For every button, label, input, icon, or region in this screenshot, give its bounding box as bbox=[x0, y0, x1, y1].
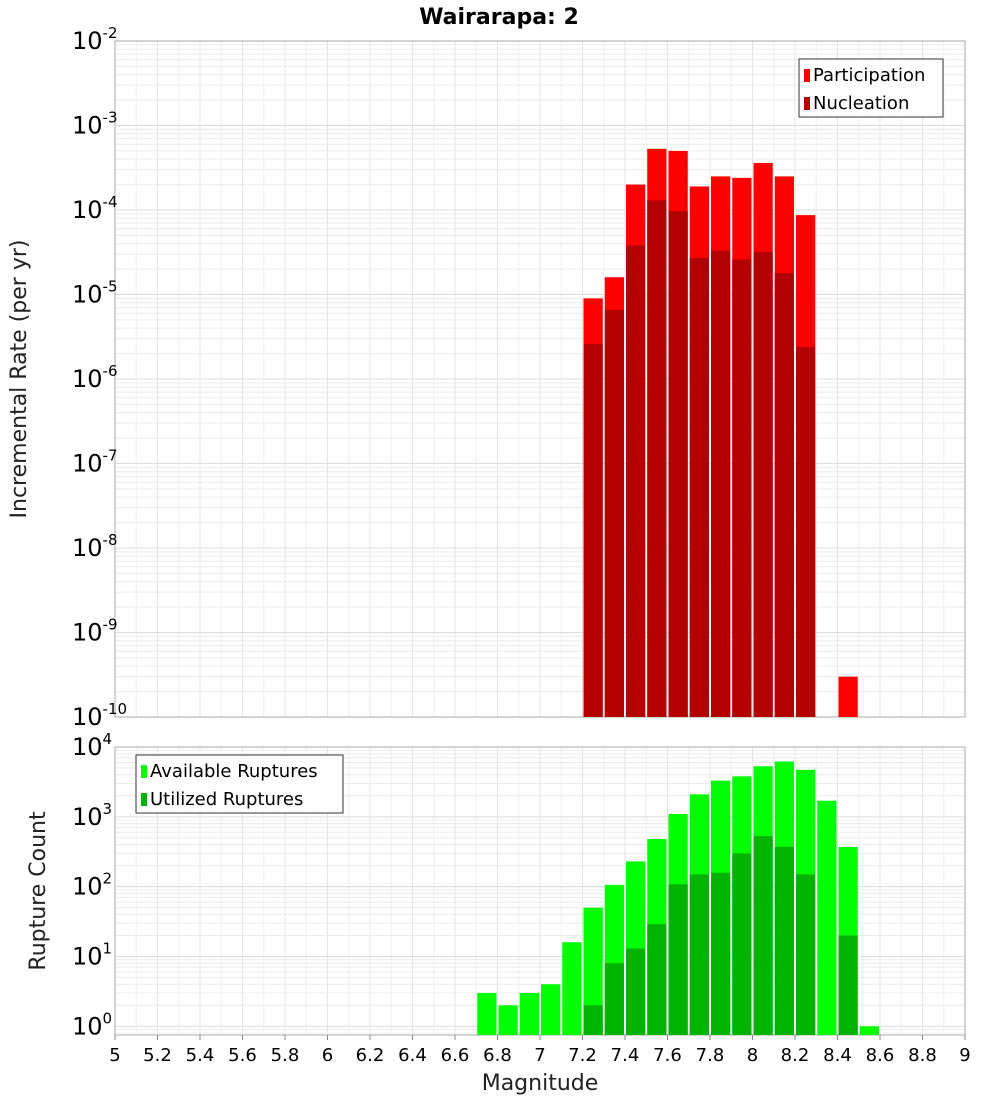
utilized-ruptures-bar bbox=[796, 874, 816, 1035]
bottom-y-tick-label-1: 101 bbox=[72, 939, 112, 970]
chart-title: Wairarapa: 2 bbox=[419, 5, 579, 30]
top-y-tick-label-8: 10-2 bbox=[72, 24, 118, 55]
nucleation-bar bbox=[647, 200, 667, 718]
nucleation-bar bbox=[711, 250, 731, 717]
nucleation-bar bbox=[774, 272, 794, 717]
nucleation-bar bbox=[689, 258, 709, 717]
nucleation-bar bbox=[626, 245, 646, 717]
top-y-axis-ticks: 10-10 10-9 10-8 10-7 10-6 10-5 10-4 10-3 10-2 bbox=[72, 24, 127, 731]
utilized-ruptures-bar bbox=[626, 948, 646, 1035]
nucleation-bar bbox=[604, 309, 624, 717]
top-legend-label: Participation bbox=[813, 65, 925, 86]
x-tick-label: 5.4 bbox=[186, 1045, 215, 1066]
x-axis-label: Magnitude bbox=[482, 1071, 599, 1096]
participation-bar bbox=[838, 676, 858, 717]
x-tick-label: 6.4 bbox=[398, 1045, 427, 1066]
nucleation-bar bbox=[753, 251, 773, 717]
available-ruptures-bar bbox=[498, 1005, 518, 1035]
nucleation-bar bbox=[583, 343, 603, 717]
x-tick-label: 6 bbox=[322, 1045, 333, 1066]
bottom-plot-bars bbox=[477, 761, 879, 1035]
available-ruptures-bar bbox=[817, 800, 837, 1035]
bottom-legend-label: Available Ruptures bbox=[150, 761, 318, 782]
top-y-tick-label-1: 10-9 bbox=[72, 616, 118, 647]
utilized-ruptures-bar bbox=[732, 853, 752, 1035]
top-legend: Participation Nucleation bbox=[798, 58, 944, 118]
top-plot-bars bbox=[583, 148, 858, 718]
top-y-axis-label: Incremental Rate (per yr) bbox=[7, 240, 32, 519]
top-legend-box bbox=[798, 58, 944, 118]
top-plot-frame bbox=[114, 40, 966, 718]
bottom-y-tick-label-4: 104 bbox=[72, 730, 112, 761]
bottom-legend-swatch bbox=[141, 793, 147, 806]
bottom-y-tick-label-2: 102 bbox=[72, 870, 112, 901]
utilized-ruptures-bar bbox=[583, 1005, 603, 1035]
top-y-tick-label-7: 10-3 bbox=[72, 109, 118, 140]
x-tick-label: 7.2 bbox=[568, 1045, 597, 1066]
x-tick-label: 5 bbox=[109, 1045, 120, 1066]
available-ruptures-bar bbox=[583, 907, 603, 1035]
bottom-y-tick-label-0: 100 bbox=[72, 1009, 112, 1040]
utilized-ruptures-bar bbox=[838, 935, 858, 1035]
nucleation-bar bbox=[668, 211, 688, 717]
top-y-tick-label-4: 10-6 bbox=[72, 362, 118, 393]
x-tick-label: 8.6 bbox=[866, 1045, 895, 1066]
utilized-ruptures-bar bbox=[774, 846, 794, 1035]
x-tick-label: 7.6 bbox=[653, 1045, 682, 1066]
available-ruptures-bar bbox=[477, 992, 497, 1035]
available-ruptures-bar bbox=[541, 984, 561, 1035]
x-tick-label: 6.6 bbox=[441, 1045, 470, 1066]
bottom-y-axis-label: Rupture Count bbox=[26, 811, 51, 971]
top-y-tick-label-6: 10-4 bbox=[72, 193, 118, 224]
x-axis-ticks: 5 5.2 5.4 5.6 5.8 6 6.2 6.4 6.6 6.8 7 7.2 7.4 7.6 7.8 8… bbox=[109, 1035, 971, 1066]
x-tick-label: 7.8 bbox=[696, 1045, 725, 1066]
x-tick-label: 6.2 bbox=[356, 1045, 385, 1066]
nucleation-bar bbox=[796, 346, 816, 717]
top-plot-grid bbox=[115, 40, 965, 718]
bottom-legend-swatch bbox=[141, 765, 147, 778]
available-ruptures-bar bbox=[562, 942, 582, 1035]
x-tick-label: 8.8 bbox=[908, 1045, 937, 1066]
nucleation-bar bbox=[732, 259, 752, 717]
top-legend-swatch bbox=[804, 69, 810, 82]
x-tick-label: 8.4 bbox=[823, 1045, 852, 1066]
x-tick-label: 5.8 bbox=[271, 1045, 300, 1066]
top-y-tick-label-5: 10-5 bbox=[72, 278, 118, 309]
bottom-legend-label: Utilized Ruptures bbox=[150, 789, 303, 810]
top-legend-swatch bbox=[804, 97, 810, 110]
available-ruptures-bar bbox=[519, 992, 539, 1035]
available-ruptures-bar bbox=[859, 1026, 879, 1035]
x-tick-label: 5.2 bbox=[143, 1045, 172, 1066]
top-y-tick-label-2: 10-8 bbox=[72, 531, 118, 562]
x-tick-label: 9 bbox=[959, 1045, 970, 1066]
x-tick-label: 8.2 bbox=[781, 1045, 810, 1066]
utilized-ruptures-bar bbox=[668, 884, 688, 1035]
top-legend-label: Nucleation bbox=[813, 93, 909, 114]
bottom-y-tick-label-3: 103 bbox=[72, 800, 112, 831]
bottom-y-axis-ticks: 100 101 102 103 104 bbox=[72, 730, 112, 1040]
top-y-tick-label-3: 10-7 bbox=[72, 447, 118, 478]
bottom-legend: Available Ruptures Utilized Ruptures bbox=[135, 754, 344, 814]
x-tick-label: 7.4 bbox=[611, 1045, 640, 1066]
utilized-ruptures-bar bbox=[647, 924, 667, 1035]
utilized-ruptures-bar bbox=[689, 874, 709, 1035]
x-tick-label: 6.8 bbox=[483, 1045, 512, 1066]
top-y-tick-label-0: 10-10 bbox=[72, 700, 127, 731]
utilized-ruptures-bar bbox=[753, 836, 773, 1035]
utilized-ruptures-bar bbox=[604, 963, 624, 1035]
x-tick-label: 7 bbox=[534, 1045, 545, 1066]
x-tick-label: 5.6 bbox=[228, 1045, 257, 1066]
x-tick-label: 8 bbox=[747, 1045, 758, 1066]
bottom-legend-box bbox=[135, 754, 344, 814]
utilized-ruptures-bar bbox=[711, 872, 731, 1035]
